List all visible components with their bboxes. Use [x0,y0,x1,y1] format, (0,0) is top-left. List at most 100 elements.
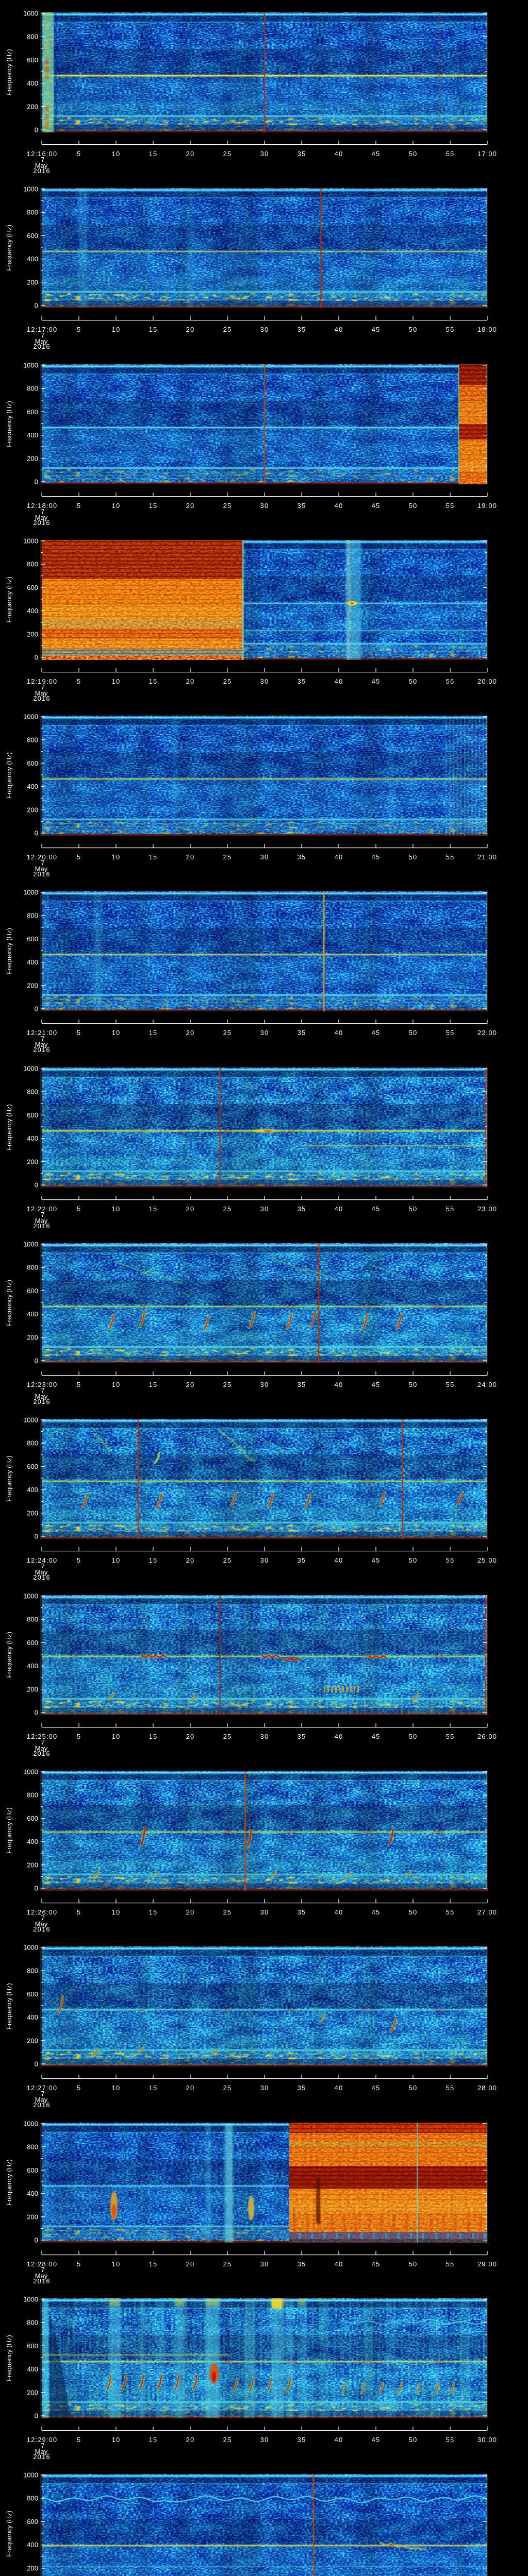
svg-text:50: 50 [409,1029,418,1037]
svg-text:10: 10 [112,853,121,861]
svg-text:Frequency (Hz): Frequency (Hz) [5,752,13,799]
svg-text:15: 15 [149,853,158,861]
svg-text:55: 55 [446,2436,455,2444]
svg-text:600: 600 [27,2342,38,2350]
svg-text:50: 50 [409,853,418,861]
svg-text:0: 0 [35,2236,38,2244]
svg-text:200: 200 [27,2564,38,2572]
svg-text:600: 600 [27,1111,38,1119]
svg-text:50: 50 [409,1381,418,1388]
svg-text:7: 7 [41,156,44,163]
svg-text:30: 30 [260,1205,269,1213]
svg-text:55: 55 [446,1205,455,1213]
svg-text:1000: 1000 [23,1064,38,1072]
svg-text:20: 20 [186,2084,195,2092]
svg-text:Frequency (Hz): Frequency (Hz) [5,2335,13,2381]
svg-text:20: 20 [186,2260,195,2268]
svg-text:55: 55 [446,1029,455,1037]
svg-text:10: 10 [112,1381,121,1388]
svg-text:12:19:00: 12:19:00 [27,677,57,685]
svg-text:10: 10 [112,2260,121,2268]
svg-text:600: 600 [27,1463,38,1470]
svg-text:12:27:00: 12:27:00 [27,2084,57,2092]
svg-text:400: 400 [27,79,38,87]
svg-text:1000: 1000 [23,537,38,545]
svg-text:400: 400 [27,1486,38,1494]
svg-text:30: 30 [260,1029,269,1037]
svg-text:15: 15 [149,2084,158,2092]
svg-text:12:28:00: 12:28:00 [27,2260,57,2268]
svg-text:35: 35 [298,853,306,861]
svg-text:21:00: 21:00 [477,853,497,861]
svg-text:2016: 2016 [33,1573,50,1581]
svg-text:200: 200 [27,1509,38,1517]
svg-text:May: May [35,1920,48,1928]
svg-text:40: 40 [335,677,343,685]
svg-text:40: 40 [335,1205,343,1213]
svg-text:May: May [35,865,48,873]
svg-text:15: 15 [149,1029,158,1037]
svg-text:25:00: 25:00 [477,1556,497,1564]
svg-text:600: 600 [27,2518,38,2526]
svg-text:May: May [35,337,48,345]
svg-text:20: 20 [186,1029,195,1037]
svg-text:55: 55 [446,677,455,685]
svg-text:40: 40 [335,326,343,333]
svg-text:19:00: 19:00 [477,502,497,510]
svg-text:600: 600 [27,408,38,416]
svg-text:30: 30 [260,2260,269,2268]
svg-text:0: 0 [35,2060,38,2068]
svg-text:200: 200 [27,278,38,286]
svg-text:7: 7 [41,1211,44,1218]
svg-text:7: 7 [41,1738,44,1746]
svg-text:25: 25 [223,2084,232,2092]
svg-text:55: 55 [446,2260,455,2268]
svg-text:25: 25 [223,677,232,685]
svg-text:7: 7 [41,2442,44,2449]
svg-text:45: 45 [372,502,381,510]
svg-text:30: 30 [260,677,269,685]
svg-text:50: 50 [409,1908,418,1916]
svg-text:5: 5 [77,1733,81,1740]
svg-text:15: 15 [149,1381,158,1388]
svg-text:May: May [35,689,48,697]
svg-text:10: 10 [112,677,121,685]
svg-text:600: 600 [27,584,38,591]
svg-text:5: 5 [77,326,81,333]
svg-text:15: 15 [149,502,158,510]
svg-text:5: 5 [77,677,81,685]
svg-text:May: May [35,1041,48,1048]
svg-text:400: 400 [27,2190,38,2197]
svg-text:0: 0 [35,1357,38,1365]
svg-text:23:00: 23:00 [477,1205,497,1213]
svg-text:0: 0 [35,1005,38,1013]
svg-text:35: 35 [298,1029,306,1037]
svg-text:10: 10 [112,1733,121,1740]
svg-text:15: 15 [149,1733,158,1740]
svg-text:7: 7 [41,1035,44,1042]
svg-text:1000: 1000 [23,2295,38,2303]
svg-text:2016: 2016 [33,1398,50,1405]
svg-text:50: 50 [409,150,418,158]
svg-text:15: 15 [149,2436,158,2444]
svg-text:2016: 2016 [33,2101,50,2109]
svg-text:40: 40 [335,853,343,861]
svg-text:600: 600 [27,56,38,64]
svg-text:30: 30 [260,2436,269,2444]
svg-text:800: 800 [27,736,38,744]
svg-text:Frequency (Hz): Frequency (Hz) [5,2159,13,2206]
svg-text:400: 400 [27,2365,38,2373]
svg-text:10: 10 [112,502,121,510]
svg-text:7: 7 [41,2090,44,2097]
svg-text:40: 40 [335,2084,343,2092]
svg-text:0: 0 [35,1885,38,1892]
svg-text:600: 600 [27,1639,38,1647]
svg-text:40: 40 [335,1908,343,1916]
svg-text:7: 7 [41,331,44,339]
svg-text:200: 200 [27,2388,38,2396]
svg-text:30: 30 [260,326,269,333]
svg-text:0: 0 [35,2412,38,2420]
svg-text:0: 0 [35,1533,38,1540]
svg-text:15: 15 [149,1908,158,1916]
svg-text:18:00: 18:00 [477,326,497,333]
